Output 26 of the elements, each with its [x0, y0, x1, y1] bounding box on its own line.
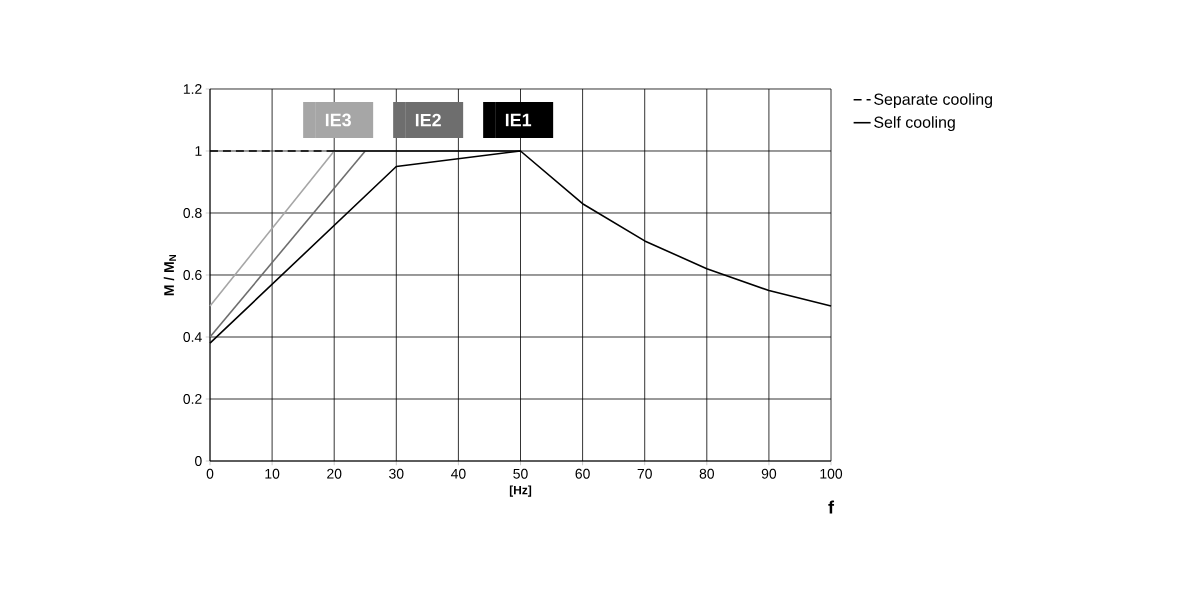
y-axis-title: M / M$_{N}$: [163, 254, 176, 296]
legend-label: Self cooling: [874, 116, 955, 132]
y-tick-label: 0.6: [183, 270, 202, 280]
y-tick-label: 0.8: [183, 208, 202, 218]
legend-label: IE2: [415, 113, 441, 127]
y-tick-label: 1: [195, 146, 202, 156]
legend-label: Separate cooling: [874, 93, 992, 109]
x-tick-label: 20: [327, 468, 342, 479]
y-tick-label: 0.4: [183, 332, 202, 342]
legend-label: IE1: [505, 113, 532, 127]
text: f: [828, 500, 835, 514]
x-tick-label: 50: [513, 468, 528, 479]
legend-label: IE3: [325, 113, 351, 127]
y-tick-label: 0: [195, 456, 202, 466]
x-tick-label: 90: [761, 468, 777, 479]
x-tick-label: 70: [637, 468, 652, 479]
x-tick-label: 100: [820, 468, 843, 479]
x-tick-label: 0: [206, 468, 214, 479]
x-tick-label: 40: [450, 468, 466, 479]
x-tick-label: 60: [575, 468, 590, 479]
y-tick-label: 1.2: [183, 84, 202, 94]
y-tick-label: 0.2: [183, 394, 202, 404]
x-tick-label: 30: [389, 468, 404, 479]
x-tick-label: 10: [265, 468, 280, 479]
x-axis-title: [Hz]: [509, 485, 532, 497]
x-tick-label: 80: [699, 468, 715, 479]
